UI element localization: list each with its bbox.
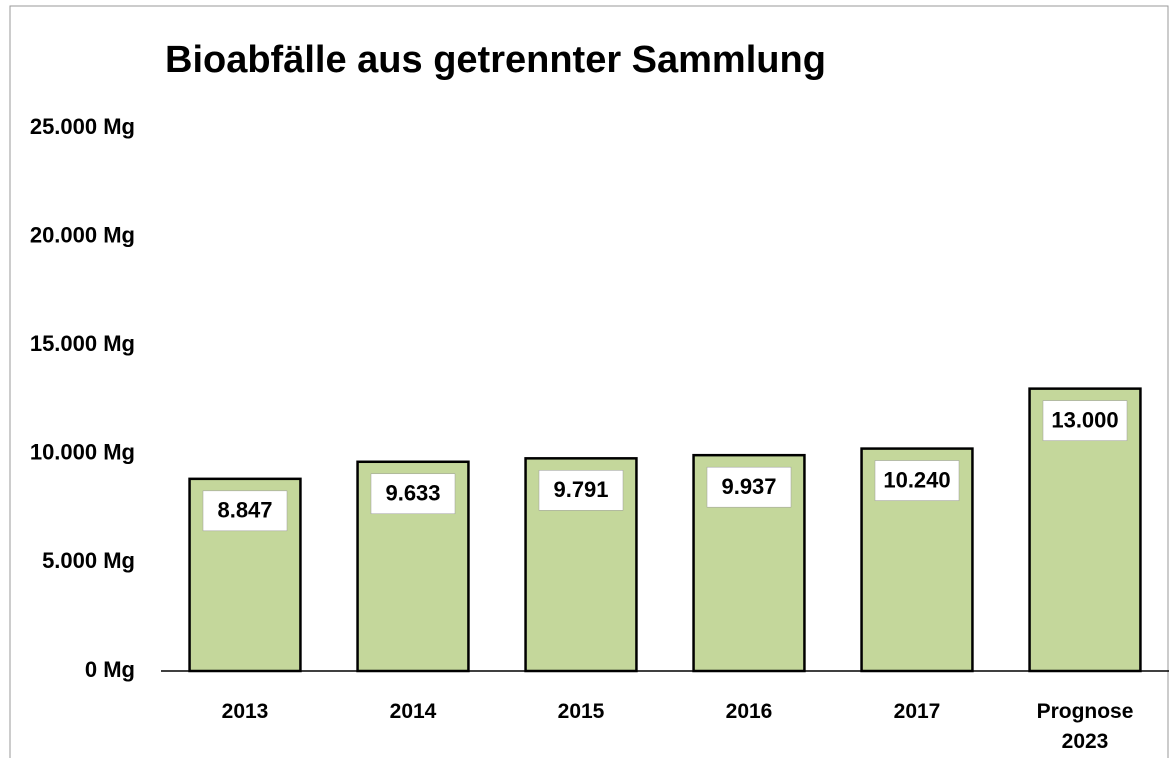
x-tick-label: 2014	[389, 700, 437, 723]
value-label-box	[370, 473, 456, 515]
y-tick-label: 15.000 Mg	[30, 331, 135, 356]
frame	[9, 5, 1169, 758]
x-tick-label: Prognose 2023	[1036, 700, 1134, 753]
y-tick-label: 20.000 Mg	[30, 222, 135, 247]
value-label: 13.000	[1051, 407, 1118, 432]
value-label: 10.240	[883, 467, 950, 492]
x-tick-label: 2016	[725, 700, 773, 723]
x-tick-label: 2017	[893, 700, 941, 723]
chart-title: Bioabfälle aus getrennter Sammlung	[165, 39, 826, 81]
y-tick-label: 5.000 Mg	[42, 548, 135, 573]
value-label-box	[1042, 400, 1128, 441]
value-label: 8.847	[217, 498, 272, 523]
value-label-box	[874, 460, 960, 501]
y-tick-label: 25.000 Mg	[30, 114, 135, 139]
x-tick-label: 2013	[221, 700, 269, 723]
value-label: 9.633	[385, 481, 440, 506]
x-tick-label: 2015	[557, 700, 605, 723]
y-tick-label: 0 Mg	[85, 657, 135, 682]
value-label: 9.791	[553, 477, 608, 502]
value-label-box	[706, 466, 792, 508]
value-label: 9.937	[721, 474, 776, 499]
value-label-box	[538, 470, 624, 511]
y-tick-label: 10.000 Mg	[30, 440, 135, 465]
value-label-box	[202, 490, 288, 532]
